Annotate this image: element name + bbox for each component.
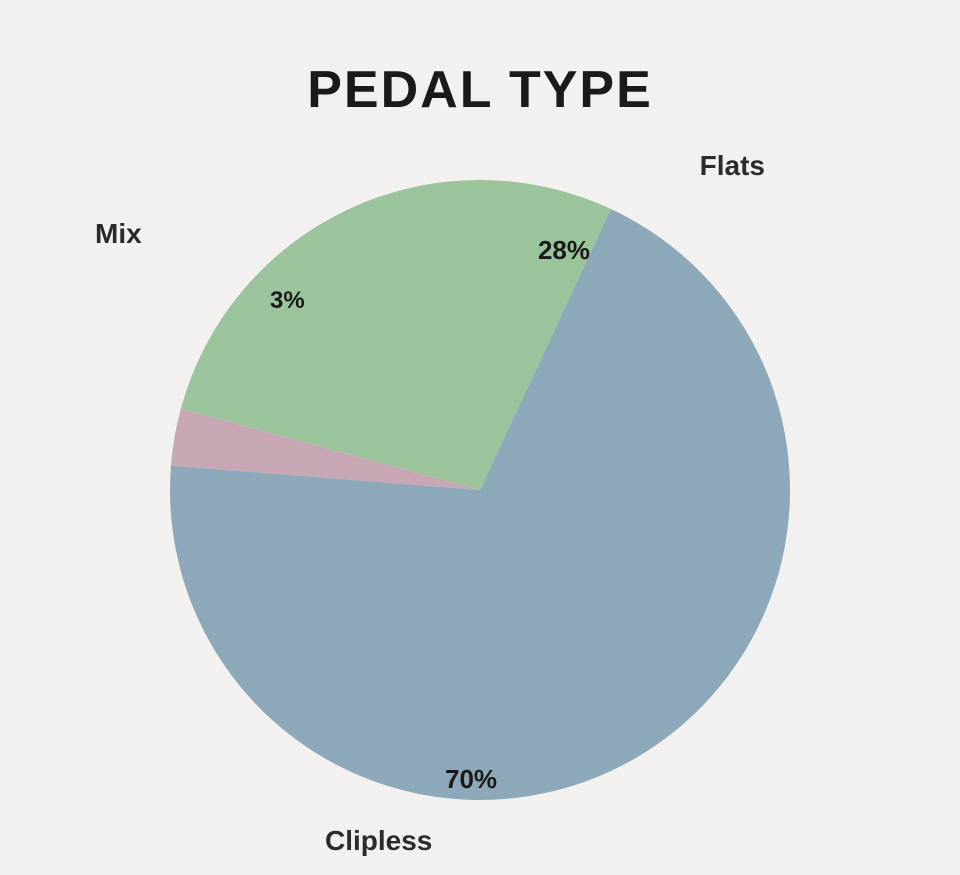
slice-pct-clipless: 70%	[445, 764, 497, 795]
pie-chart	[170, 180, 790, 800]
slice-label-flats: Flats	[700, 150, 765, 182]
slice-label-mix: Mix	[95, 218, 142, 250]
slice-pct-flats: 28%	[538, 235, 590, 266]
pie-svg	[170, 180, 790, 800]
slice-label-clipless: Clipless	[325, 825, 432, 857]
slice-pct-mix: 3%	[270, 287, 305, 315]
chart-title: PEDAL TYPE	[307, 60, 653, 120]
